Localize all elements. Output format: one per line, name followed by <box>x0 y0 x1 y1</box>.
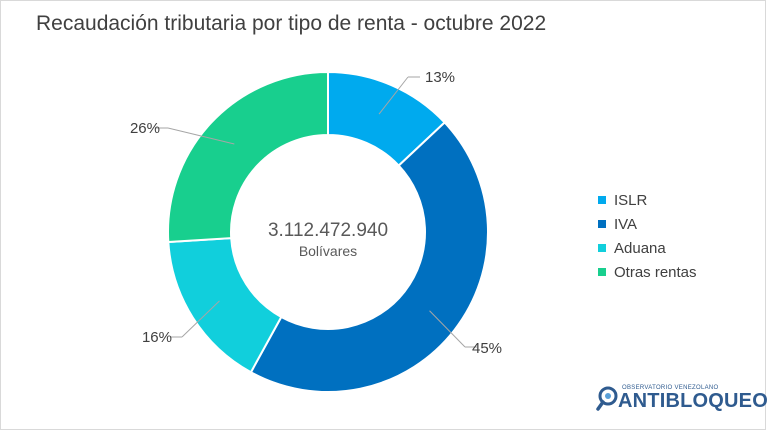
center-total-unit: Bolívares <box>299 243 357 259</box>
data-label: 26% <box>130 120 160 137</box>
leader-line <box>181 300 220 338</box>
leader-line <box>378 76 409 115</box>
legend-label: ISLR <box>614 191 648 209</box>
legend-swatch <box>598 244 606 252</box>
leader-lines <box>156 76 477 348</box>
data-label: 16% <box>142 329 172 346</box>
legend-label: Otras rentas <box>614 263 697 281</box>
legend-label: IVA <box>614 215 638 233</box>
chart-legend: ISLR IVA Aduana Otras rentas <box>598 188 697 284</box>
magnifier-logo-icon <box>596 386 618 411</box>
logo: OBSERVATORIO VENEZOLANO ANTIBLOQUEO <box>596 384 768 414</box>
legend-swatch <box>598 268 606 276</box>
leader-line <box>429 310 466 348</box>
legend-item: Otras rentas <box>598 260 697 284</box>
legend-swatch <box>598 220 606 228</box>
chart-title: Recaudación tributaria por tipo de renta… <box>36 12 547 35</box>
data-label: 13% <box>425 69 455 86</box>
legend-item: IVA <box>598 212 697 236</box>
donut-slices <box>167 70 489 393</box>
data-labels: 13% 45% 16% 26% <box>130 69 502 357</box>
slice-otras-rentas <box>167 70 329 244</box>
data-label: 45% <box>472 340 502 357</box>
logo-wordmark: ANTIBLOQUEO <box>618 390 768 412</box>
center-total-value: 3.112.472.940 <box>268 220 388 241</box>
legend-label: Aduana <box>614 239 666 257</box>
legend-swatch <box>598 196 606 204</box>
logo-subtitle: OBSERVATORIO VENEZOLANO <box>622 385 719 391</box>
legend-item: Aduana <box>598 236 697 260</box>
legend-item: ISLR <box>598 188 697 212</box>
leader-line <box>167 127 235 145</box>
slice-iva <box>249 121 489 393</box>
